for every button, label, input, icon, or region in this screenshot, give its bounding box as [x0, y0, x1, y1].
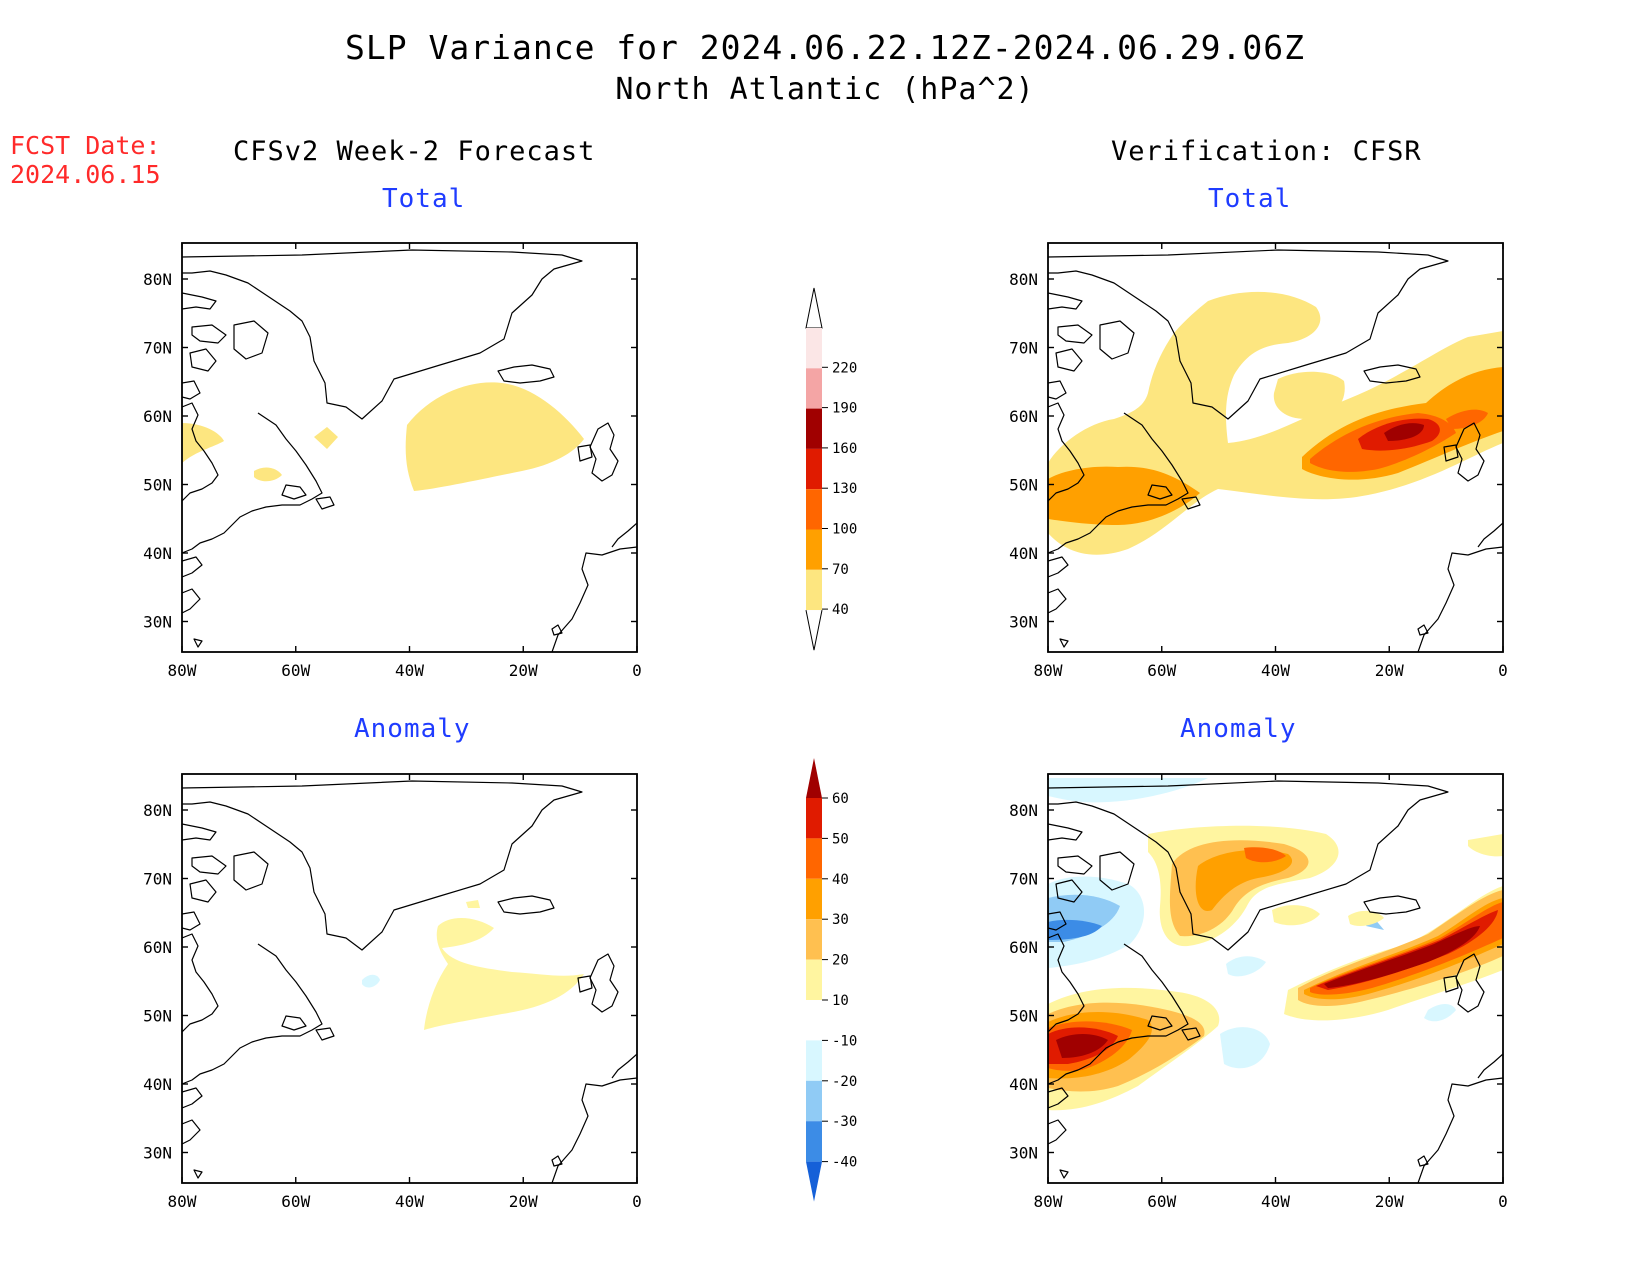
colorbar-total-label: 220 — [832, 360, 857, 376]
panel-title-top-right: Total — [1208, 184, 1292, 214]
colorbar-anomaly-label: -20 — [832, 1074, 857, 1090]
lat-tick-label: 80N — [143, 270, 172, 289]
colorbar-anomaly-swatch — [806, 1000, 822, 1041]
colorbar-total: 220 190 160 130 100 70 40 — [805, 287, 857, 651]
colorbar-total-label: 160 — [832, 441, 857, 457]
colorbar-anomaly-swatch — [806, 919, 822, 960]
colorbar-total-swatch — [806, 569, 822, 611]
colorbar-anomaly: 60 50 40 30 20 10 -10 -20 -30 -40 — [806, 758, 857, 1202]
colorbar-anomaly-label: -40 — [832, 1155, 857, 1171]
colorbar-anomaly-bottom-arrow — [806, 1161, 822, 1202]
right-column-title: Verification: CFSR — [1111, 136, 1422, 167]
lon-tick-label: 60W — [281, 1192, 310, 1211]
lat-tick-label: 50N — [143, 476, 172, 495]
colorbar-anomaly-label: 60 — [832, 791, 849, 807]
lat-tick-label: 70N — [143, 339, 172, 358]
lon-tick-label: 60W — [281, 661, 310, 680]
lon-tick-label: 20W — [1375, 1192, 1404, 1211]
colorbar-total-swatch — [806, 489, 822, 530]
lon-tick-label: 0 — [632, 661, 642, 680]
panel-title-bottom-left: Anomaly — [354, 714, 471, 744]
lat-tick-label: 70N — [1009, 870, 1038, 889]
lon-tick-label: 80W — [1034, 661, 1063, 680]
colorbar-anomaly-swatch — [806, 1080, 822, 1122]
colorbar-anomaly-label: 40 — [832, 872, 849, 888]
map-forecast-total — [182, 243, 637, 652]
lon-tick-label: 40W — [1261, 1192, 1290, 1211]
map-axes: 80W 60W 40W 20W 0 80N 70N 60N 50N 40N 30N 80W 60W 40W… — [143, 243, 1508, 1211]
lon-tick-label: 40W — [1261, 661, 1290, 680]
colorbar-anomaly-label: 30 — [832, 912, 849, 928]
colorbar-anomaly-label: -30 — [832, 1114, 857, 1130]
lat-tick-label: 40N — [1009, 544, 1038, 563]
lat-tick-label: 50N — [1009, 1007, 1038, 1026]
lat-tick-label: 50N — [143, 1007, 172, 1026]
lat-tick-label: 70N — [143, 870, 172, 889]
colorbar-total-bottom-arrow — [805, 610, 823, 651]
lon-tick-label: 20W — [509, 661, 538, 680]
lat-tick-label: 40N — [1009, 1075, 1038, 1094]
lat-tick-label: 30N — [1009, 1144, 1038, 1163]
colorbar-total-swatch — [806, 408, 822, 449]
lon-tick-label: 0 — [1498, 661, 1508, 680]
colorbar-total-label: 100 — [832, 522, 857, 538]
colorbar-anomaly-top-arrow — [806, 758, 822, 798]
left-column-title: CFSv2 Week-2 Forecast — [233, 136, 596, 167]
colorbar-total-label: 40 — [832, 602, 849, 618]
lat-tick-label: 40N — [143, 1075, 172, 1094]
lon-tick-label: 20W — [1375, 661, 1404, 680]
colorbar-anomaly-swatch — [806, 798, 822, 839]
fcst-date-label: FCST Date: — [10, 131, 161, 160]
map-verification-anomaly — [1048, 774, 1503, 1183]
colorbar-anomaly-label: 20 — [832, 953, 849, 969]
lat-tick-label: 50N — [1009, 476, 1038, 495]
lat-tick-label: 30N — [143, 613, 172, 632]
colorbar-anomaly-swatch — [806, 1040, 822, 1081]
colorbar-total-swatch — [806, 328, 822, 369]
lat-tick-label: 80N — [1009, 270, 1038, 289]
lon-tick-label: 0 — [632, 1192, 642, 1211]
lat-tick-label: 60N — [143, 938, 172, 957]
colorbar-anomaly-label: -10 — [832, 1033, 857, 1049]
lon-tick-label: 40W — [395, 1192, 424, 1211]
lat-tick-label: 30N — [143, 1144, 172, 1163]
lon-tick-label: 80W — [1034, 1192, 1063, 1211]
colorbar-anomaly-swatch — [806, 838, 822, 879]
map-verification-total — [1048, 243, 1503, 652]
lon-tick-label: 60W — [1147, 661, 1176, 680]
lon-tick-label: 80W — [168, 1192, 197, 1211]
lon-tick-label: 0 — [1498, 1192, 1508, 1211]
lat-tick-label: 60N — [143, 407, 172, 426]
colorbar-total-label: 190 — [832, 401, 857, 417]
colorbar-total-top-arrow — [805, 287, 823, 329]
lon-tick-label: 80W — [168, 661, 197, 680]
colorbar-total-label: 70 — [832, 562, 849, 578]
colorbar-anomaly-swatch — [806, 1121, 822, 1162]
lat-tick-label: 80N — [1009, 801, 1038, 820]
lat-tick-label: 70N — [1009, 339, 1038, 358]
lat-tick-label: 40N — [143, 544, 172, 563]
colorbar-total-swatch — [806, 529, 822, 570]
colorbar-anomaly-swatch — [806, 878, 822, 920]
lat-tick-label: 60N — [1009, 938, 1038, 957]
colorbar-total-swatch — [806, 368, 822, 409]
figure-title: SLP Variance for 2024.06.22.12Z-2024.06.… — [345, 28, 1305, 67]
map-forecast-anomaly — [182, 774, 637, 1183]
lon-tick-label: 20W — [509, 1192, 538, 1211]
panel-title-top-left: Total — [382, 184, 466, 214]
colorbar-total-swatch — [806, 448, 822, 490]
colorbar-anomaly-swatch — [806, 959, 822, 1000]
figure-subtitle: North Atlantic (hPa^2) — [615, 72, 1035, 107]
lat-tick-label: 60N — [1009, 407, 1038, 426]
panel-title-bottom-right: Anomaly — [1180, 714, 1297, 744]
lat-tick-label: 30N — [1009, 613, 1038, 632]
fcst-date-value: 2024.06.15 — [10, 160, 161, 189]
colorbar-anomaly-label: 10 — [832, 993, 849, 1009]
colorbar-total-label: 130 — [832, 481, 857, 497]
lat-tick-label: 80N — [143, 801, 172, 820]
colorbar-anomaly-label: 50 — [832, 831, 849, 847]
lon-tick-label: 40W — [395, 661, 424, 680]
lon-tick-label: 60W — [1147, 1192, 1176, 1211]
